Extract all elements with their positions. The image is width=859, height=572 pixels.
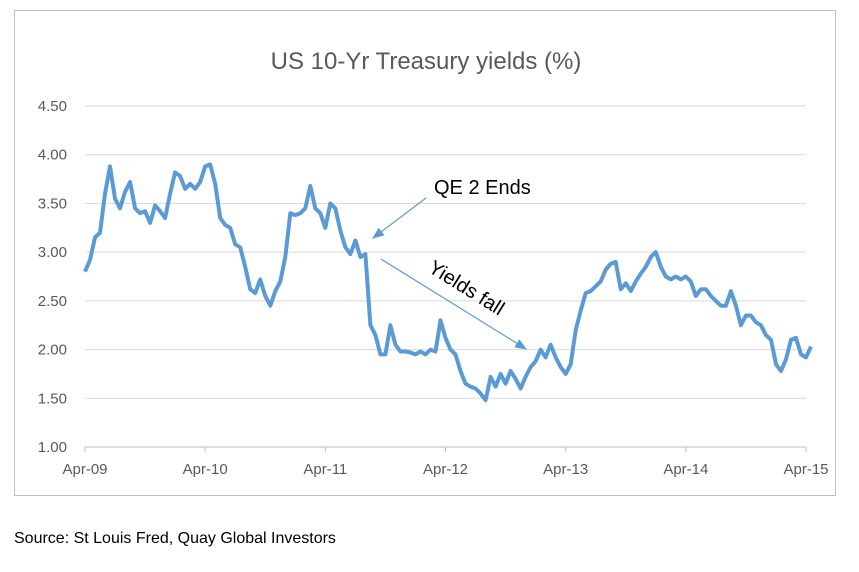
y-tick-label: 1.00 (38, 439, 67, 456)
yields-fall-annotation: Yields fall (424, 257, 508, 321)
chart-frame: US 10-Yr Treasury yields (%) 1.00 1.50 2.0… (14, 10, 836, 496)
source-note: Source: St Louis Fred, Quay Global Inves… (14, 530, 336, 547)
y-tick-label: 2.00 (38, 342, 67, 359)
qe2-annotation: QE 2 Ends (434, 177, 531, 199)
x-tick-label: Apr-10 (183, 461, 228, 478)
y-tick-label: 4.50 (38, 98, 67, 115)
x-tick-label: Apr-11 (303, 461, 347, 478)
x-tick-label: Apr-12 (423, 461, 468, 478)
y-tick-label: 4.00 (38, 147, 67, 164)
y-tick-label: 1.50 (38, 390, 67, 407)
y-tick-label: 3.00 (38, 244, 67, 261)
line-chart: US 10-Yr Treasury yields (%) 1.00 1.50 2.0… (38, 48, 829, 478)
x-tick-label: Apr-15 (783, 461, 828, 478)
yield-series-line (83, 162, 813, 403)
qe2-arrow (372, 197, 427, 239)
y-tick-label: 3.50 (38, 195, 67, 212)
x-tick-label: Apr-14 (663, 461, 708, 478)
x-tick-label: Apr-09 (62, 461, 107, 478)
x-tick-label: Apr-13 (543, 461, 588, 478)
y-tick-label: 2.50 (38, 293, 67, 310)
chart-title: US 10-Yr Treasury yields (%) (271, 48, 582, 75)
yields-fall-arrow (380, 258, 528, 350)
